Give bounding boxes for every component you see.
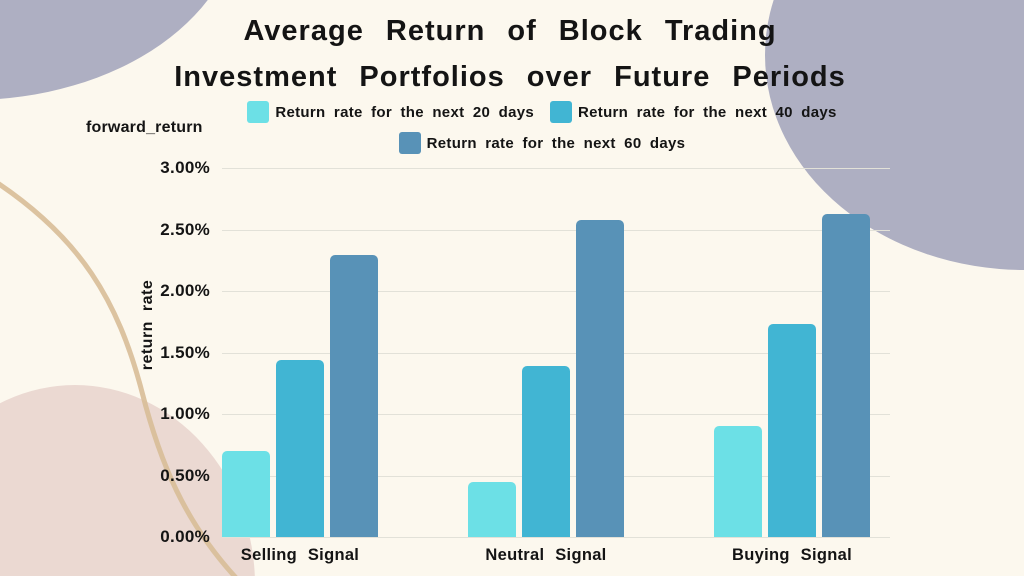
y-tick-label: 0.50%: [160, 465, 210, 485]
y-tick-label: 2.50%: [160, 219, 210, 239]
legend-label: Return rate for the next 40 days: [578, 103, 837, 121]
gridline: [222, 537, 890, 538]
forward-return-label: forward_return: [86, 119, 203, 136]
y-tick-label: 1.00%: [160, 404, 210, 423]
bar: [768, 324, 816, 537]
gridline: [222, 229, 890, 231]
gridline: [222, 291, 890, 292]
legend-row: Return rate for the next 20 days Return r…: [247, 101, 836, 123]
bar: [714, 426, 762, 537]
bar-group: [468, 219, 624, 537]
y-tick-label: 1.50%: [160, 342, 210, 362]
y-tick-label: 3.00%: [160, 158, 210, 177]
legend: Return rate for the next 20 days Return r…: [162, 101, 922, 154]
legend-item[interactable]: Return rate for the next 60 days: [398, 132, 686, 154]
bar: [522, 366, 570, 537]
y-tick-label: 2.00%: [160, 281, 210, 300]
plot-area: [222, 168, 890, 538]
chart-title: Average Return of Block Trading Investme…: [120, 8, 900, 100]
bar: [222, 450, 270, 537]
gridline: [222, 352, 890, 354]
y-tick-label: 0.00%: [160, 527, 210, 546]
legend-swatch: [550, 101, 572, 123]
legend-swatch: [247, 101, 270, 123]
bar: [576, 219, 624, 537]
x-tick-label: Buying Signal: [732, 546, 852, 564]
legend-label: Return rate for the next 60 days: [426, 134, 686, 152]
legend-swatch: [398, 132, 421, 154]
x-tick-label: Neutral Signal: [485, 546, 607, 564]
bar: [468, 481, 516, 537]
gridline: [222, 168, 890, 169]
x-tick-label: Selling Signal: [240, 546, 360, 564]
bar-group: [714, 213, 870, 537]
bar-group: [222, 255, 378, 537]
bar: [822, 213, 870, 537]
decor-blob-bottom-left: [0, 385, 255, 576]
legend-item[interactable]: Return rate for the next 20 days: [247, 101, 534, 123]
bar: [276, 359, 324, 537]
legend-label: Return rate for the next 20 days: [275, 103, 534, 121]
bar: [330, 255, 378, 537]
chart-title-line1: Average Return of Block Trading: [243, 15, 777, 47]
legend-row: Return rate for the next 60 days: [398, 132, 686, 154]
chart-title-line2: Investment Portfolios over Future Period…: [174, 61, 846, 93]
legend-item[interactable]: Return rate for the next 40 days: [550, 101, 837, 123]
